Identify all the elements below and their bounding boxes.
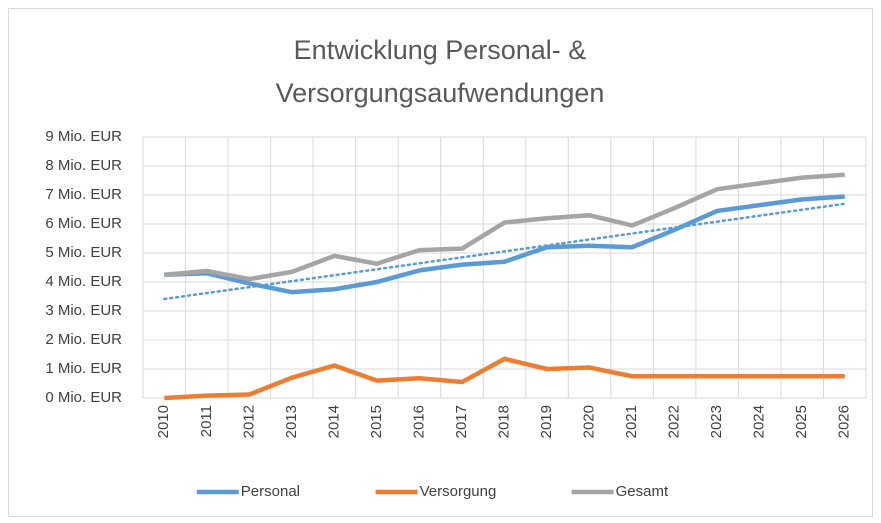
x-tick-label: 2021 bbox=[623, 405, 640, 438]
x-tick-label: 2026 bbox=[836, 405, 853, 438]
x-tick-label: 2020 bbox=[581, 405, 598, 438]
y-tick-label: 2 Mio. EUR bbox=[45, 331, 122, 348]
x-tick-label: 2013 bbox=[283, 405, 300, 438]
x-tick-label: 2014 bbox=[325, 405, 342, 438]
y-tick-label: 3 Mio. EUR bbox=[45, 302, 122, 319]
legend-label: Gesamt bbox=[616, 483, 669, 500]
y-tick-label: 8 Mio. EUR bbox=[45, 157, 122, 174]
trendline bbox=[163, 202, 846, 301]
y-tick-label: 6 Mio. EUR bbox=[45, 215, 122, 232]
y-tick-label: 5 Mio. EUR bbox=[45, 244, 122, 261]
chart-title: Versorgungsaufwendungen bbox=[276, 78, 605, 108]
line-series bbox=[164, 194, 845, 295]
x-tick-label: 2010 bbox=[155, 405, 172, 438]
x-tick-label: 2016 bbox=[410, 405, 427, 438]
y-tick-label: 7 Mio. EUR bbox=[45, 186, 122, 203]
y-tick-label: 0 Mio. EUR bbox=[45, 389, 122, 406]
x-tick-label: 2025 bbox=[793, 405, 810, 438]
x-tick-label: 2017 bbox=[453, 405, 470, 438]
y-tick-label: 9 Mio. EUR bbox=[45, 128, 122, 145]
x-tick-label: 2018 bbox=[495, 405, 512, 438]
y-tick-label: 1 Mio. EUR bbox=[45, 360, 122, 377]
y-tick-label: 4 Mio. EUR bbox=[45, 273, 122, 290]
x-tick-label: 2015 bbox=[368, 405, 385, 438]
x-tick-label: 2019 bbox=[538, 405, 555, 438]
line-series bbox=[164, 172, 845, 282]
line-series bbox=[164, 356, 845, 401]
x-tick-label: 2024 bbox=[751, 405, 768, 438]
chart-title: Entwicklung Personal- & bbox=[294, 35, 587, 65]
x-tick-label: 2023 bbox=[708, 405, 725, 438]
x-tick-label: 2011 bbox=[198, 405, 215, 437]
legend-label: Versorgung bbox=[420, 483, 497, 500]
x-tick-label: 2012 bbox=[240, 405, 257, 438]
legend-label: Personal bbox=[241, 483, 300, 500]
x-tick-label: 2022 bbox=[666, 405, 683, 438]
